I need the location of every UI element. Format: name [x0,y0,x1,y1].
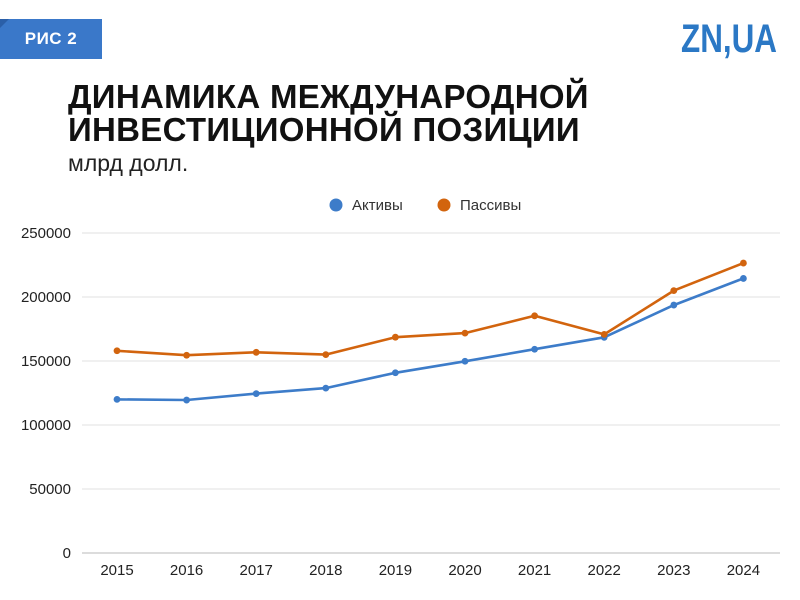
x-tick-label: 2015 [100,562,133,579]
logo-text: ZN,UA [681,17,777,60]
x-tick-label: 2020 [448,562,481,579]
data-point [670,287,678,294]
x-tick-label: 2022 [588,562,621,579]
x-tick-label: 2023 [657,562,690,579]
badge-corner-shape [0,19,9,28]
data-point [670,301,678,309]
chart-title: ДИНАМИКА МЕЖДУНАРОДНОЙ ИНВЕСТИЦИОННОЙ ПО… [68,80,589,146]
x-tick-label: 2016 [170,562,203,579]
series-line [115,277,745,402]
y-axis-ticks: 0 50000 100000 150000 200000 250000 [21,225,71,562]
x-tick-label: 2024 [727,562,760,579]
data-point [600,330,608,338]
data-point [531,345,538,353]
figure-badge-label: РИС 2 [24,29,78,48]
legend-label: Пассивы [460,197,521,214]
data-point [531,312,538,320]
chart-subtitle: млрд долл. [68,150,189,176]
data-point [740,275,747,282]
x-tick-label: 2019 [379,562,412,579]
legend-marker [437,198,451,212]
legend-marker [329,198,343,212]
data-point [461,329,469,337]
series-line [115,261,745,357]
chart-title-line-1: ДИНАМИКА МЕЖДУНАРОДНОЙ [68,78,589,115]
data-point [392,333,399,341]
x-axis-ticks: 2015 2016 2017 2018 2019 2020 2021 2022 2023 2024 [100,562,760,579]
y-tick-label: 0 [63,545,71,562]
data-point [113,347,121,355]
data-point [740,259,747,267]
y-tick-label: 250000 [21,225,71,242]
x-tick-label: 2018 [309,562,342,579]
legend-label: Активы [352,197,403,214]
data-point [322,351,330,358]
x-tick-label: 2017 [240,562,273,579]
legend: Активы Пассивы [329,197,521,214]
y-tick-label: 150000 [21,353,71,370]
chart-title-line-2: ИНВЕСТИЦИОННОЙ ПОЗИЦИИ [68,111,580,148]
data-point [322,384,330,392]
series-group [113,259,747,404]
data-point [183,396,191,404]
data-point [183,351,191,359]
zn-ua-logo: ZN,UA [681,17,777,60]
y-tick-label: 100000 [21,417,71,434]
data-point [113,396,121,403]
data-point [252,390,260,398]
data-point [252,348,260,356]
figure-badge: РИС 2 [0,19,102,59]
x-tick-label: 2021 [518,562,551,579]
y-tick-label: 50000 [29,481,71,498]
y-tick-label: 200000 [21,289,71,306]
data-point [461,357,469,365]
data-point [392,369,399,377]
grid-lines [82,232,780,554]
